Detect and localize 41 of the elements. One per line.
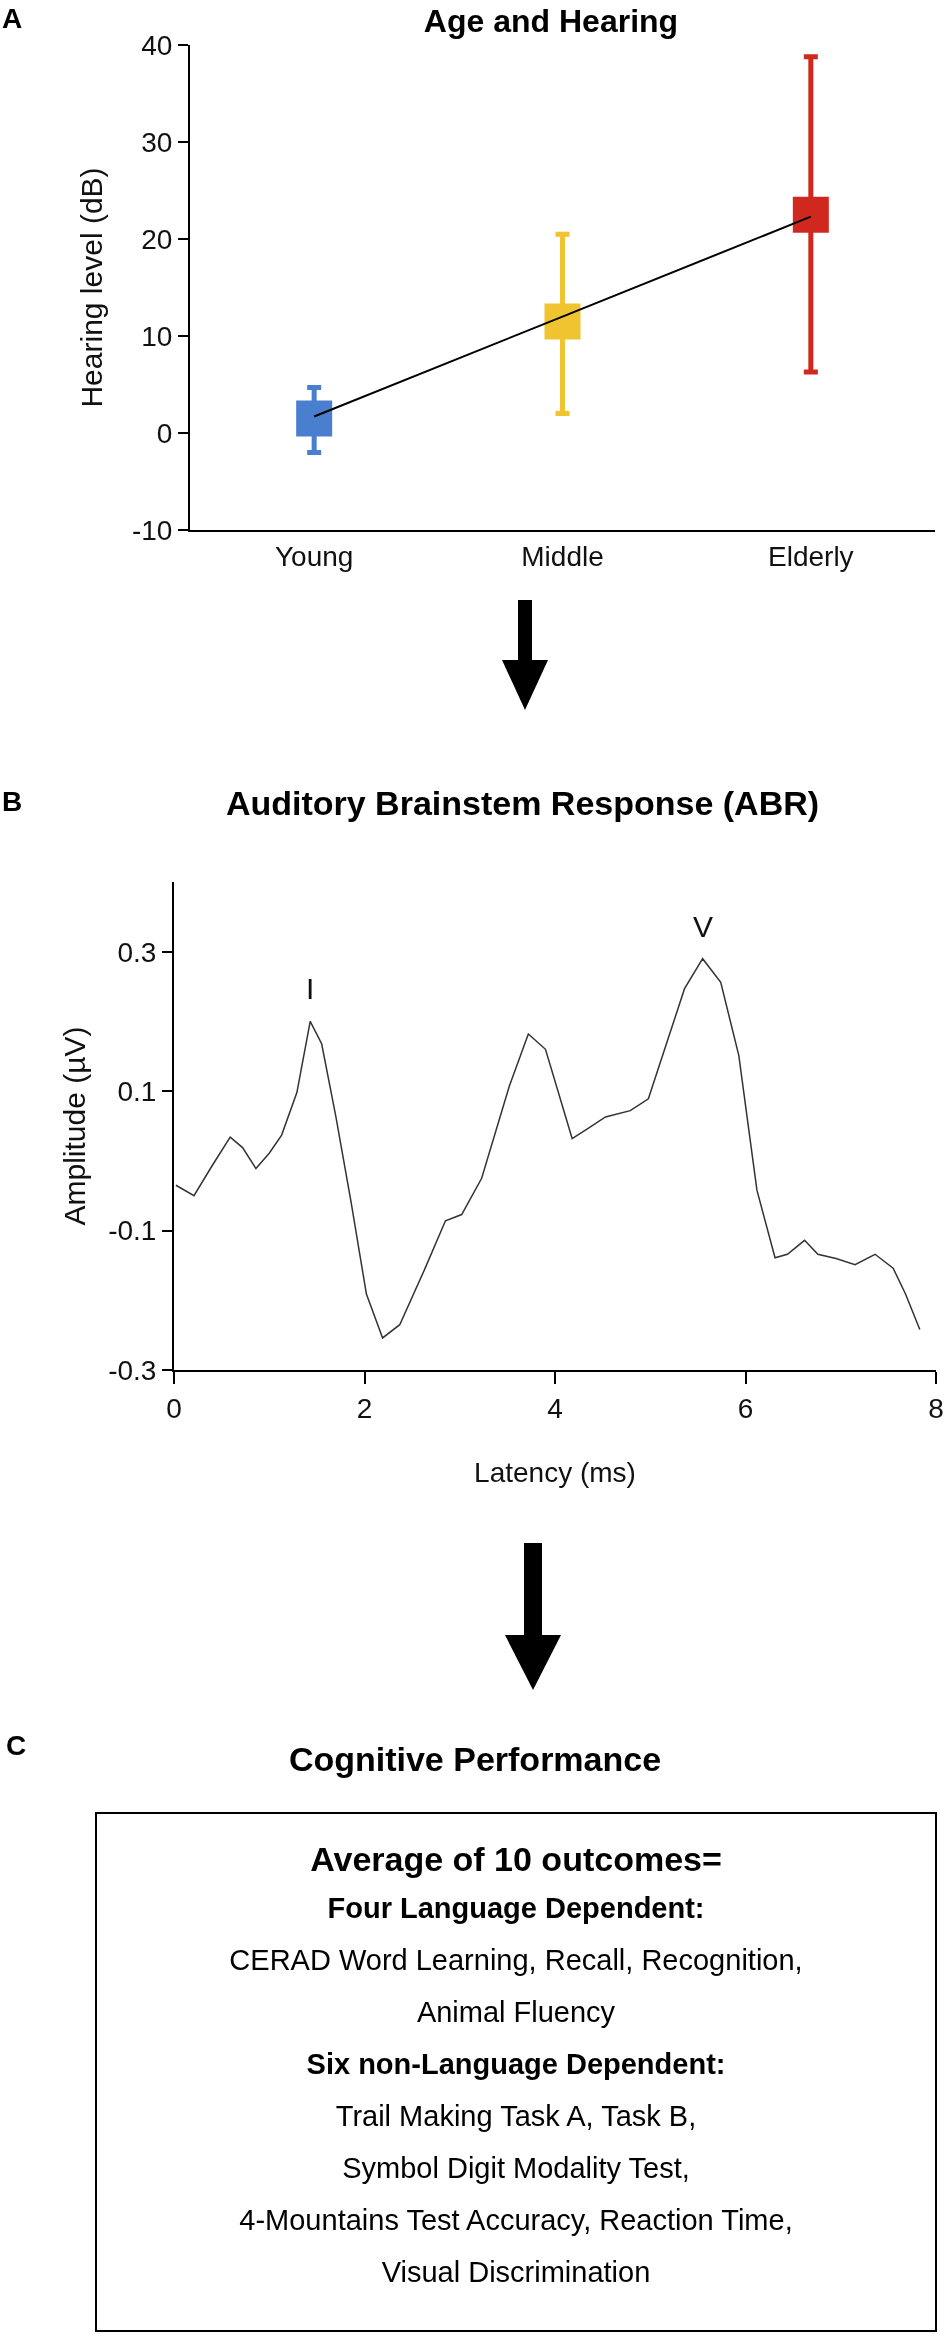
annotation: I (306, 972, 315, 1005)
y-tick-label: -10 (131, 514, 173, 546)
y-tick-label: 0.3 (117, 936, 157, 968)
x-axis-title: Latency (ms) (474, 1457, 636, 1489)
text: Trail Making Task A, Task B, (334, 2099, 698, 2134)
point (296, 400, 333, 437)
text: Animal Fluency (415, 1995, 617, 2030)
text: Symbol Digit Modality Test, (341, 2151, 691, 2186)
text: Average of 10 outcomes= (309, 1839, 723, 1880)
text: A (2, 3, 23, 34)
x-tick-label: Young (274, 540, 354, 572)
chart-title: Auditory Brainstem Response (ABR) (225, 784, 820, 823)
y-tick-label: 30 (141, 126, 173, 158)
y-axis-title: Hearing level (dB) (75, 167, 109, 408)
x-tick-label: 8 (928, 1392, 944, 1424)
y-tick-label: 40 (141, 29, 173, 61)
text: C (6, 1730, 27, 1762)
y-tick-label: -0.1 (108, 1215, 157, 1247)
text: Cognitive Performance (288, 1740, 662, 1778)
y-tick-label: 0.1 (117, 1075, 157, 1107)
x-tick-label: Elderly (768, 540, 854, 572)
text: Six non-Language Dependent: (305, 2047, 727, 2082)
text: 4-Mountains Test Accuracy, Reaction Time, (238, 2203, 794, 2238)
point (792, 196, 829, 233)
annotation: V (693, 910, 714, 943)
text: Four Language Dependent: (326, 1891, 706, 1926)
y-tick-label: 0 (156, 417, 173, 449)
text: Visual Discrimination (380, 2255, 652, 2290)
text: B (2, 786, 23, 817)
text: CERAD Word Learning, Recall, Recognition, (228, 1943, 804, 1978)
point (544, 303, 581, 340)
x-tick-label: 4 (547, 1392, 563, 1424)
y-tick-label: 10 (141, 320, 173, 352)
y-tick-label: -0.3 (108, 1354, 157, 1386)
x-tick-label: 6 (737, 1392, 754, 1424)
y-tick-label: 20 (141, 223, 173, 255)
x-tick-label: Middle (521, 540, 604, 572)
chart-title: Age and Hearing (423, 2, 679, 39)
y-axis-title: Amplitude (µV) (57, 1026, 91, 1226)
line-series (175, 957, 921, 1339)
x-tick-label: 2 (356, 1392, 373, 1424)
